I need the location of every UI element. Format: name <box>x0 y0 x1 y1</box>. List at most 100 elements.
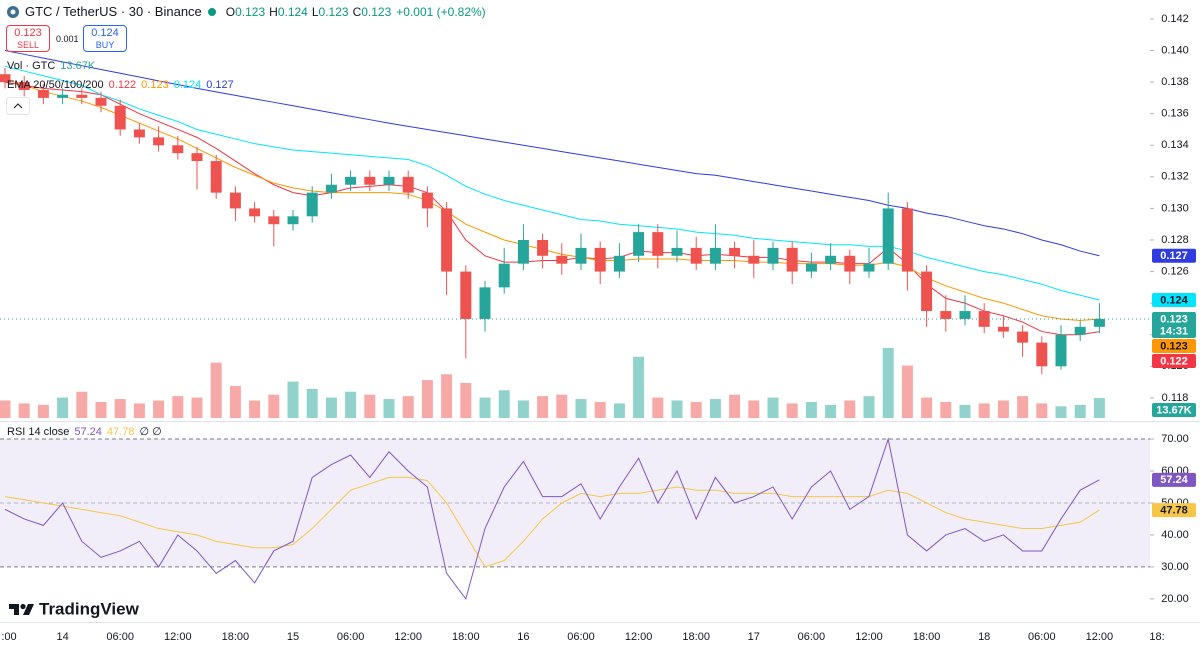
volume-bar <box>345 391 357 418</box>
rsi-line <box>4 476 1100 568</box>
volume-bar <box>1074 404 1086 418</box>
volume-bar <box>575 399 587 418</box>
volume-bar <box>863 396 875 418</box>
x-tick-label: 12:00 <box>164 631 192 643</box>
candle-body <box>805 263 817 272</box>
volume-bar <box>421 380 433 418</box>
y-tick-label: 30.00 <box>1161 561 1189 573</box>
symbol-icon <box>7 6 19 18</box>
x-tick-label: 06:00 <box>567 631 595 643</box>
candle-body <box>1093 318 1105 327</box>
y-tick-label: 0.128 <box>1161 234 1189 246</box>
buy-label: BUY <box>95 40 115 50</box>
volume-bar <box>441 374 453 418</box>
volume-bar <box>383 399 395 418</box>
volume-bar <box>460 383 472 418</box>
ema-line <box>4 78 1100 322</box>
collapse-button[interactable] <box>6 97 30 115</box>
ema-value: 0.124 <box>173 79 202 91</box>
buy-button[interactable]: 0.124 BUY <box>83 25 127 52</box>
volume-bar <box>556 394 568 418</box>
candle-body <box>901 208 913 272</box>
x-tick-label: 12:00 <box>1086 631 1114 643</box>
volume-legend: Vol · GTC 13.67K <box>7 58 95 74</box>
tag-bg <box>1152 248 1196 263</box>
volume-bar <box>690 401 702 418</box>
volume-bar <box>249 400 261 418</box>
candle-body <box>364 176 376 185</box>
price-tag: 0.127 <box>1152 248 1196 263</box>
candle-body <box>249 208 261 217</box>
volume-bar <box>805 401 817 418</box>
candle-body <box>479 287 491 319</box>
symbol: GTC / TetherUS · 30 · Binance <box>25 4 202 19</box>
candle-body <box>498 263 510 288</box>
candle-body <box>882 208 894 264</box>
candle-body <box>383 176 395 185</box>
tag-label: 0.124 <box>1160 294 1188 306</box>
ohlc-value: 0.124 <box>277 5 308 19</box>
volume-bar <box>172 396 184 418</box>
candle-body <box>844 255 856 272</box>
volume-bar <box>997 400 1009 418</box>
candle-body <box>594 247 606 272</box>
ema-line <box>4 50 1100 257</box>
volume-bar <box>940 401 952 418</box>
rsi-value: 57.24 <box>74 426 102 438</box>
tag-bg <box>1152 293 1196 307</box>
ema-legend: EMA 20/50/100/200 0.122 0.123 0.124 0.127 <box>7 77 234 93</box>
y-tick-label: 0.136 <box>1161 108 1189 120</box>
change: +0.001 (+0.82%) <box>396 5 486 19</box>
y-tick-label: 40.00 <box>1161 529 1189 541</box>
volume-bar <box>959 404 971 418</box>
volume-bar <box>153 400 165 418</box>
x-tick-label: 18:00 <box>682 631 710 643</box>
tag-label: 14:31 <box>1160 325 1188 337</box>
x-tick-label: 16 <box>517 631 529 643</box>
volume-bar <box>402 396 414 418</box>
volume-bar <box>498 390 510 418</box>
candle-body <box>671 247 683 256</box>
candle-body <box>767 247 779 264</box>
candle-body <box>287 216 299 225</box>
tag-label: 57.24 <box>1160 474 1188 486</box>
candle-body <box>37 90 49 98</box>
volume-bar <box>825 404 837 418</box>
y-tick-label: 0.126 <box>1161 265 1189 277</box>
tag-bg <box>1152 311 1196 338</box>
volume-bar <box>210 362 222 418</box>
candle-body <box>633 232 645 256</box>
volume-bar <box>76 391 88 418</box>
volume-bar <box>767 397 779 418</box>
status-dot <box>207 8 216 16</box>
y-tick-label: 0.140 <box>1161 44 1189 56</box>
volume-bar <box>729 394 741 418</box>
rsi-line <box>4 437 1100 601</box>
volume-bar <box>633 356 645 418</box>
candle-body <box>325 184 337 193</box>
rsi-value: 47.78 <box>106 426 135 438</box>
tag-bg <box>1152 503 1196 518</box>
candle-body <box>959 311 971 319</box>
ohlc: O 0.123 H 0.124 L 0.123 C 0.123 <box>222 4 392 20</box>
tag-label: 47.78 <box>1160 504 1188 516</box>
candle-body <box>652 232 664 256</box>
candle-body <box>1055 334 1067 367</box>
ema-value: 0.127 <box>206 79 234 91</box>
y-tick-label: 0.134 <box>1161 139 1189 151</box>
volume-bar <box>921 397 933 418</box>
rsi-name: RSI 14 close <box>7 426 70 438</box>
price-tag: 47.78 <box>1152 503 1196 518</box>
candle-body <box>517 240 529 264</box>
volume-bar <box>537 396 549 418</box>
ohlc-key: C <box>352 5 362 19</box>
candle-body <box>709 247 721 264</box>
symbol-header: GTC / TetherUS · 30 · Binance O 0.123 H 0.1… <box>6 4 486 20</box>
candle-body <box>613 255 625 272</box>
sell-button[interactable]: 0.123 SELL <box>6 25 50 52</box>
rsi-extra: ∅ ∅ <box>139 426 162 438</box>
x-tick-label: 06:00 <box>337 631 365 643</box>
ohlc-value: 0.123 <box>318 5 349 19</box>
volume-bar <box>306 388 318 418</box>
